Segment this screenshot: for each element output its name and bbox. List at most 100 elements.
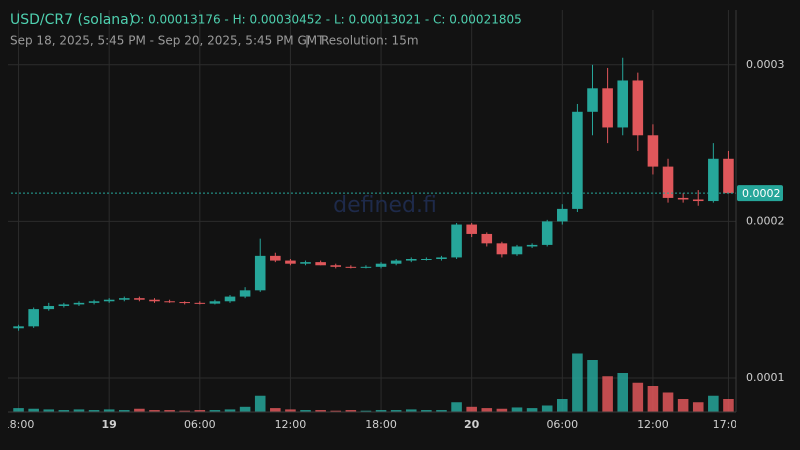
candle-body <box>103 299 115 302</box>
volume-bar <box>88 410 100 412</box>
volume-bar <box>179 410 190 412</box>
volume-bar <box>285 409 296 412</box>
candle-body <box>330 265 342 267</box>
candle-body <box>421 258 432 260</box>
candle-body <box>345 266 357 268</box>
candle-body <box>647 135 659 167</box>
volume-bar <box>602 376 613 412</box>
candle-body <box>315 262 326 266</box>
volume-bar <box>632 382 644 412</box>
candle-body <box>58 304 70 306</box>
volume-bar <box>708 395 719 412</box>
candle-body <box>375 263 387 267</box>
volume-bar <box>466 406 477 412</box>
candle-body <box>511 246 523 255</box>
candle-body <box>662 166 674 198</box>
volume-bar <box>390 410 402 412</box>
volume-bar <box>315 410 326 412</box>
volume-bar <box>103 409 115 412</box>
y-tick-label: 0.0003 <box>746 58 785 71</box>
volume-bar <box>677 399 689 412</box>
x-tick-label: 18:00 <box>365 418 397 431</box>
axes: 0.0001 0.0002 0.0003 0.0002 <box>737 58 785 384</box>
grid <box>8 10 736 412</box>
volume-bar <box>481 408 493 412</box>
x-tick-label: 19 <box>102 418 117 431</box>
candle-body <box>360 266 372 268</box>
candle-body <box>405 258 417 261</box>
volume-bar <box>239 406 251 412</box>
candle-body <box>179 302 190 304</box>
candle-body <box>451 224 462 258</box>
x-tick-label: 06:00 <box>184 418 216 431</box>
candle-body <box>164 301 175 303</box>
candle-body <box>43 305 55 310</box>
y-tick-label: 0.0001 <box>746 371 785 384</box>
candle-body <box>541 221 553 245</box>
volume-bar <box>375 410 387 412</box>
candle-body <box>617 80 629 128</box>
x-tick-label: 20 <box>464 418 480 431</box>
candle-body <box>88 301 100 303</box>
candle-body <box>708 158 719 202</box>
candle-body <box>587 88 598 112</box>
candle-body <box>496 243 508 255</box>
candle-body <box>677 197 689 200</box>
candle-body <box>118 298 130 300</box>
volume-bar <box>164 410 175 412</box>
separator: | <box>305 34 309 48</box>
subtitle: Sep 18, 2025, 5:45 PM - Sep 20, 2025, 5:… <box>10 34 325 48</box>
volume-bar <box>723 399 734 412</box>
plot-area: 18:00 19 06:00 12:00 18:00 20 06:00 12:00 17:00 <box>3 57 736 431</box>
volume-bar <box>330 410 342 412</box>
volume-bar <box>134 408 145 412</box>
volume-bar <box>557 399 568 412</box>
volume-bar <box>43 409 55 412</box>
candle-body <box>526 244 538 247</box>
candle-body <box>224 296 236 302</box>
volume-bar <box>360 410 372 412</box>
candle-body <box>73 302 85 305</box>
volume-bar <box>209 410 221 412</box>
candle-body <box>13 326 24 329</box>
volume-bar <box>647 386 659 412</box>
x-tick-label: 12:00 <box>637 418 669 431</box>
candle-body <box>28 309 39 327</box>
y-tick-label: 0.0002 <box>746 214 785 227</box>
volume-bar <box>224 409 236 412</box>
candle-body <box>692 199 704 202</box>
candle-body <box>134 298 145 300</box>
volume-bar <box>692 402 704 412</box>
ohlc-readout: O: 0.00013176 - H: 0.00030452 - L: 0.000… <box>131 13 522 27</box>
volume-bar <box>300 410 311 412</box>
volume-bar <box>73 409 85 412</box>
volume-bar <box>587 360 598 412</box>
watermark: defined.fi <box>333 193 437 218</box>
volume-bar <box>421 410 432 412</box>
x-tick-label: 18:00 <box>3 418 35 431</box>
volume-bar <box>58 410 70 412</box>
candle-body <box>632 80 644 136</box>
volume-bar <box>572 353 583 412</box>
volume-bar <box>149 410 160 412</box>
volume-bar <box>118 410 130 412</box>
candle-body <box>466 224 477 234</box>
candle-body <box>723 158 734 194</box>
volume-bar <box>496 408 508 412</box>
candle-body <box>481 233 493 244</box>
volume-bar <box>511 407 523 412</box>
volume-bar <box>526 408 538 412</box>
candle-body <box>209 301 221 304</box>
candle-body <box>285 260 296 264</box>
candle-body <box>149 299 160 302</box>
last-price-label: 0.0002 <box>742 187 781 200</box>
candle-body <box>557 208 568 222</box>
candle-body <box>602 88 613 128</box>
volume-bar <box>13 408 24 412</box>
volume-bar <box>345 410 357 412</box>
last-price-box <box>737 185 783 202</box>
candle-body <box>194 302 206 304</box>
candle-body <box>270 255 281 261</box>
